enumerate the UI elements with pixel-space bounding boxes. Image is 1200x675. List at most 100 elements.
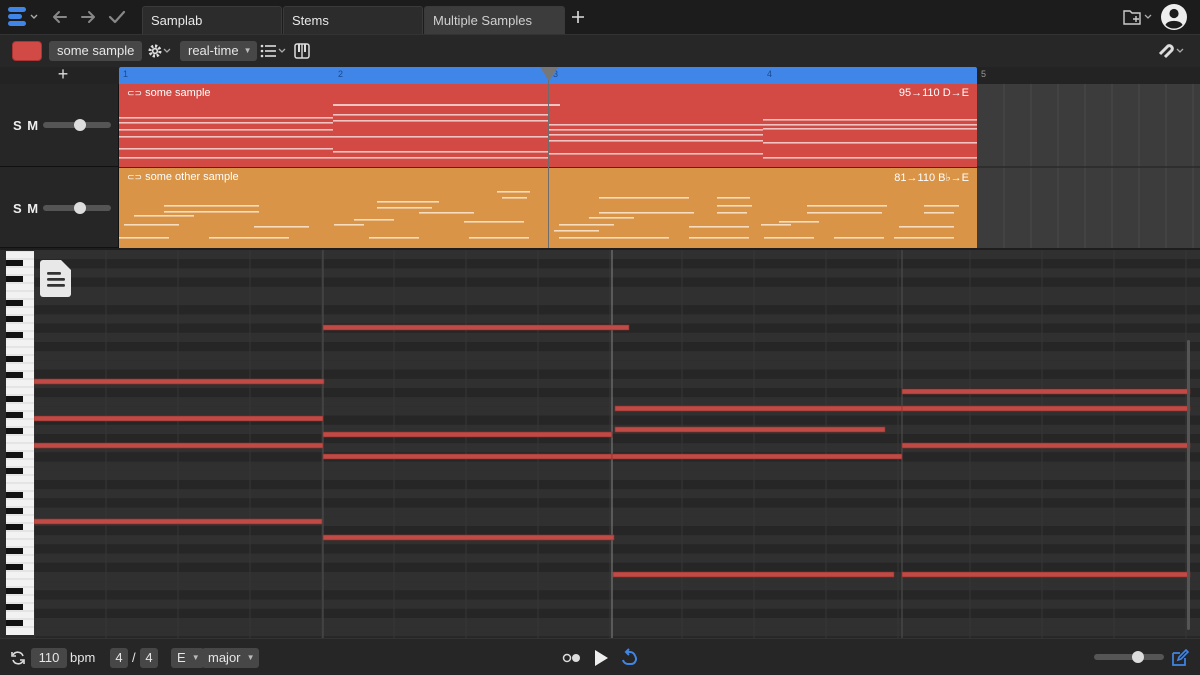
pitch-row[interactable] [34, 434, 1200, 444]
pitch-row[interactable] [34, 599, 1200, 609]
black-key[interactable] [6, 412, 23, 418]
midi-note[interactable] [614, 405, 903, 412]
pitch-row[interactable] [34, 332, 1200, 342]
metronome-icon[interactable] [561, 648, 583, 668]
pitch-row[interactable] [34, 489, 1200, 499]
piano-keys-icon[interactable] [293, 41, 311, 61]
processing-mode-select[interactable]: real-time ▼ [180, 41, 257, 61]
playhead-marker[interactable] [540, 67, 558, 81]
solo-button[interactable]: S [13, 201, 23, 216]
pitch-row[interactable] [34, 286, 1200, 296]
pitch-row[interactable] [34, 480, 1200, 490]
black-key[interactable] [6, 588, 23, 594]
pitch-row[interactable] [34, 516, 1200, 526]
black-key[interactable] [6, 604, 23, 610]
midi-note[interactable] [34, 442, 324, 449]
bpm-input[interactable]: 110 [31, 648, 67, 668]
midi-note[interactable] [611, 453, 903, 460]
pitch-row[interactable] [34, 526, 1200, 536]
pitch-row[interactable] [34, 443, 1200, 453]
pitch-row[interactable] [34, 342, 1200, 352]
pitch-row[interactable] [34, 470, 1200, 480]
pitch-row[interactable] [34, 562, 1200, 572]
mute-button[interactable]: M [27, 201, 40, 216]
note-grid[interactable] [34, 250, 1200, 638]
edit-note-icon[interactable] [1170, 648, 1190, 668]
midi-note[interactable] [901, 571, 1191, 578]
track-volume-slider[interactable] [43, 202, 111, 214]
mute-button[interactable]: M [27, 118, 40, 133]
midi-note[interactable] [34, 415, 324, 422]
pitch-row[interactable] [34, 397, 1200, 407]
settings-gear-icon[interactable] [146, 41, 174, 61]
time-signature-numerator[interactable]: 4 [110, 648, 128, 668]
black-key[interactable] [6, 468, 23, 474]
pitch-row[interactable] [34, 535, 1200, 545]
midi-note[interactable] [614, 426, 886, 433]
pitch-row[interactable] [34, 581, 1200, 591]
tab-stems[interactable]: Stems [283, 6, 423, 34]
pitch-row[interactable] [34, 305, 1200, 315]
pitch-row[interactable] [34, 369, 1200, 379]
black-key[interactable] [6, 452, 23, 458]
sample-name-field[interactable]: some sample [49, 41, 143, 61]
black-key[interactable] [6, 428, 23, 434]
black-key[interactable] [6, 524, 23, 530]
import-folder-icon[interactable] [1122, 6, 1154, 28]
pitch-row[interactable] [34, 544, 1200, 554]
empty-timeline-area[interactable] [977, 84, 1200, 248]
black-key[interactable] [6, 372, 23, 378]
magnet-snap-icon[interactable] [1156, 41, 1186, 61]
midi-note[interactable] [34, 518, 323, 525]
black-key[interactable] [6, 356, 23, 362]
pitch-row[interactable] [34, 250, 1200, 260]
zoom-slider[interactable] [1094, 651, 1164, 663]
pitch-row[interactable] [34, 415, 1200, 425]
pitch-row[interactable] [34, 351, 1200, 361]
midi-note[interactable] [322, 534, 615, 541]
pitch-row[interactable] [34, 636, 1200, 638]
sync-icon[interactable] [10, 648, 26, 668]
pitch-row[interactable] [34, 590, 1200, 600]
app-menu-icon[interactable] [6, 6, 42, 28]
black-key[interactable] [6, 332, 23, 338]
add-tab-icon[interactable] [568, 6, 588, 28]
midi-note[interactable] [322, 324, 630, 331]
scale-select[interactable]: major ▼ [202, 648, 259, 668]
piano-keyboard[interactable] [6, 251, 34, 635]
check-icon[interactable] [107, 6, 127, 28]
black-key[interactable] [6, 260, 23, 266]
black-key[interactable] [6, 508, 23, 514]
list-view-icon[interactable] [258, 41, 288, 61]
volume-knob[interactable] [73, 119, 86, 131]
pitch-row[interactable] [34, 268, 1200, 278]
black-key[interactable] [6, 492, 23, 498]
pitch-row[interactable] [34, 314, 1200, 324]
pitch-row[interactable] [34, 627, 1200, 637]
midi-note[interactable] [322, 453, 613, 460]
solo-mute-buttons[interactable]: S M [13, 118, 39, 133]
piano-roll[interactable] [0, 250, 1200, 638]
black-key[interactable] [6, 396, 23, 402]
midi-note[interactable] [322, 431, 613, 438]
pitch-row[interactable] [34, 277, 1200, 287]
pitch-row[interactable] [34, 498, 1200, 508]
time-signature-denominator[interactable]: 4 [140, 648, 158, 668]
volume-knob[interactable] [73, 202, 86, 214]
midi-note[interactable] [901, 442, 1191, 449]
solo-button[interactable]: S [13, 118, 23, 133]
pitch-row[interactable] [34, 618, 1200, 628]
zoom-knob[interactable] [1131, 651, 1144, 663]
black-key[interactable] [6, 620, 23, 626]
add-track-icon[interactable]: + [57, 64, 69, 84]
pitch-row[interactable] [34, 360, 1200, 370]
pitch-row[interactable] [34, 553, 1200, 563]
black-key[interactable] [6, 276, 23, 282]
solo-mute-buttons[interactable]: S M [13, 201, 39, 216]
midi-note[interactable] [612, 571, 895, 578]
pitch-row[interactable] [34, 608, 1200, 618]
pitch-row[interactable] [34, 507, 1200, 517]
forward-arrow-icon[interactable] [78, 6, 98, 28]
tab-multiple-samples[interactable]: Multiple Samples [424, 6, 565, 34]
midi-note[interactable] [901, 405, 1191, 412]
